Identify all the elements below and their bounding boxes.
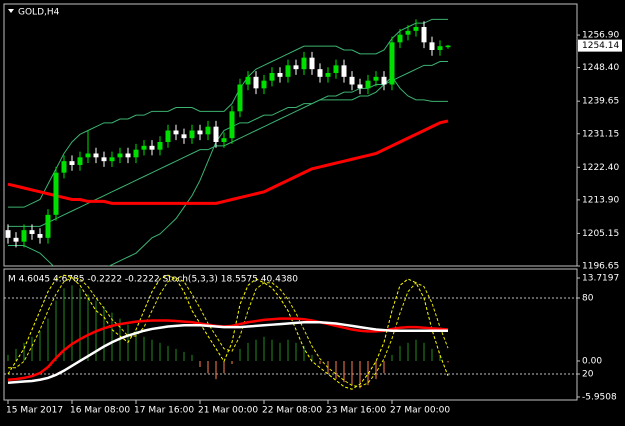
price-label: 1254.14 [582, 41, 619, 51]
candle-body [149, 145, 155, 150]
candle-body [45, 214, 51, 238]
candle-body [309, 57, 315, 70]
band-lower [8, 76, 448, 266]
x-tick-label: 23 Mar 16:00 [326, 406, 386, 416]
band-middle [8, 60, 448, 227]
candle-body [413, 26, 419, 31]
y-tick-label: 1248.40 [582, 63, 619, 73]
candle-body [133, 149, 139, 158]
candle-body [125, 153, 131, 158]
candle-body [381, 76, 387, 85]
candle-body [157, 141, 163, 150]
x-tick-label: 22 Mar 08:00 [262, 406, 322, 416]
candle-body [373, 76, 379, 81]
x-tick-label: 16 Mar 08:00 [70, 406, 130, 416]
candle-body [5, 230, 11, 238]
candle-body [357, 84, 363, 89]
candle-body [13, 237, 19, 242]
band-upper [8, 18, 448, 208]
main-plot [5, 18, 451, 266]
candle-body [21, 230, 27, 242]
sub-frame [3, 268, 578, 401]
candle-body [61, 161, 67, 173]
candle-body [325, 72, 331, 77]
candle-body [205, 126, 211, 135]
candle-body [285, 65, 291, 77]
candle-body [245, 76, 251, 85]
y-tick-label: -5.9508 [582, 392, 617, 402]
x-tick-label: 27 Mar 00:00 [390, 406, 450, 416]
y-tick-label: 1239.65 [582, 97, 619, 107]
candle-body [405, 30, 411, 35]
candle-body [301, 57, 307, 70]
candle-body [101, 157, 107, 162]
y-tick-label: 1256.90 [582, 31, 619, 41]
y-tick-label: 1213.90 [582, 195, 619, 205]
y-tick-label: 1222.40 [582, 163, 619, 173]
candle-body [253, 76, 259, 89]
indicator-line [7, 321, 448, 385]
x-tick-label: 15 Mar 2017 [6, 406, 63, 416]
candle-body [421, 26, 427, 43]
candle-body [165, 130, 171, 142]
candle-body [141, 145, 147, 150]
chart-title: GOLD,H4 [18, 8, 60, 18]
candle-body [117, 153, 123, 158]
candle-body [445, 45, 451, 48]
indicator-title: M 4.6045 4.6785 -0.2222 -0.2222 Stoch(5,… [8, 275, 298, 285]
candle-body [109, 157, 115, 162]
candle-body [237, 84, 243, 112]
candle-body [341, 65, 347, 77]
y-tick-label: 80 [582, 294, 594, 304]
y-tick-label: 1205.15 [582, 229, 619, 239]
candle-body [29, 230, 35, 234]
sub-plot [4, 274, 577, 390]
candle-body [269, 72, 275, 81]
stochastic-line [7, 274, 449, 390]
candle-body [277, 72, 283, 77]
candle-body [213, 126, 219, 142]
candle-body [69, 161, 75, 165]
y-tick-label: 1196.65 [582, 262, 619, 272]
y-tick-label: 20 [582, 370, 594, 380]
moving-average [7, 119, 449, 205]
candle-body [221, 138, 227, 142]
candle-body [333, 65, 339, 73]
candle-body [85, 153, 91, 158]
axes: 1256.90 1248.40 1239.65 1231.15 1222.40 1213.… [6, 31, 622, 416]
candle-body [349, 76, 355, 85]
candle-body [293, 65, 299, 70]
x-tick-label: 17 Mar 16:00 [134, 406, 194, 416]
y-tick-label: 13.7197 [582, 273, 619, 283]
candle-body [397, 34, 403, 43]
y-tick-label: 0.00 [582, 356, 602, 366]
candle-body [261, 80, 267, 89]
main-frame [3, 3, 578, 267]
candle-body [93, 153, 99, 158]
candle-body [189, 130, 195, 139]
candle-body [437, 46, 443, 50]
stochastic-line [8, 277, 449, 388]
candle-body [429, 42, 435, 50]
candle-body [229, 111, 235, 139]
price-box [578, 39, 622, 52]
candle-body [197, 130, 203, 135]
candle-body [53, 172, 59, 215]
candle-body [365, 80, 371, 89]
candle-body [173, 130, 179, 135]
candle-body [389, 42, 395, 85]
candle-body [181, 134, 187, 139]
candle-body [37, 233, 43, 238]
candle-body [317, 69, 323, 77]
candle-body [77, 157, 83, 165]
menu-arrow [8, 9, 14, 13]
y-tick-label: 1231.15 [582, 129, 619, 139]
x-tick-label: 21 Mar 00:00 [198, 406, 258, 416]
